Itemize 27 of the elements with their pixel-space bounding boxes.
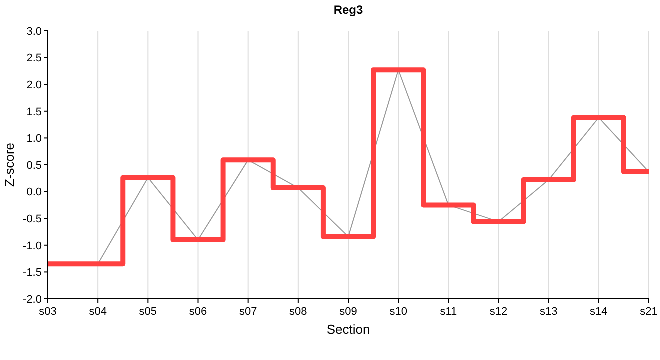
x-tick-label: s04 [89, 306, 107, 318]
x-tick-label: s06 [189, 306, 208, 318]
y-tick-label: 0.5 [26, 160, 42, 172]
x-tick-label: s03 [39, 306, 57, 318]
x-tick-label: s21 [640, 306, 658, 318]
y-tick-label: 2.0 [26, 79, 42, 92]
y-tick-label: -1.5 [23, 267, 42, 280]
x-tick-label: s07 [239, 306, 258, 318]
x-tick-label: s10 [390, 306, 408, 318]
x-tick-label: s05 [139, 306, 158, 318]
x-tick-label: s08 [290, 306, 308, 318]
x-tick-label: s13 [540, 306, 558, 318]
y-tick-label: 3.0 [26, 26, 42, 38]
x-tick-label: s09 [340, 306, 358, 318]
y-tick-label: -0.5 [23, 213, 42, 226]
y-tick-label: -1.0 [23, 240, 42, 252]
y-tick-label: 1.5 [26, 106, 42, 118]
y-axis-title: Z-score [2, 142, 17, 188]
x-tick-label: s12 [490, 306, 508, 318]
chart-title: Reg3 [334, 3, 364, 17]
x-tick-label: s14 [590, 306, 608, 318]
y-tick-label: 0.0 [26, 186, 42, 199]
x-axis-title: Section [326, 322, 370, 337]
x-tick-label: s11 [440, 306, 458, 318]
y-tick-label: 1.0 [26, 133, 42, 146]
y-tick-label: -2.0 [23, 294, 42, 306]
y-tick-label: 2.5 [26, 52, 42, 65]
